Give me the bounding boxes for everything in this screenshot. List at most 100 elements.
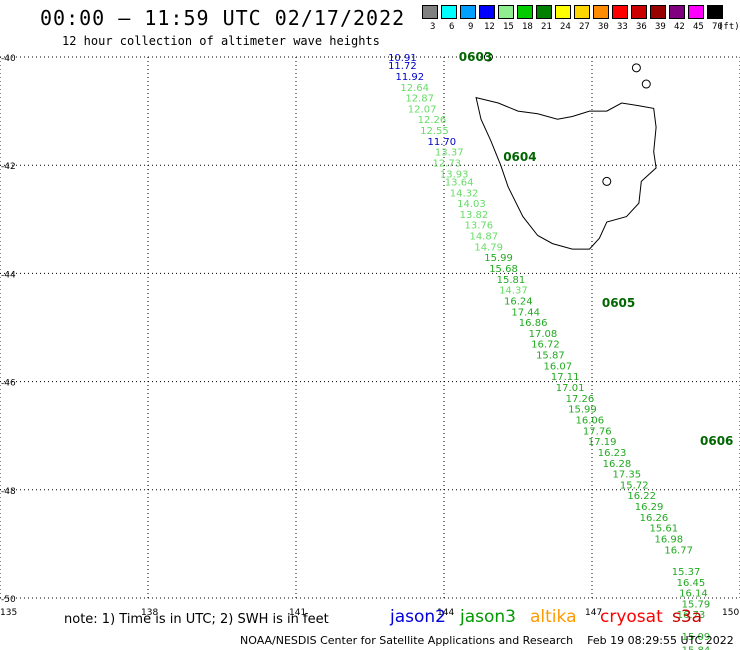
island-outline — [483, 52, 493, 62]
legend-swatch — [593, 5, 609, 19]
swh-value-label: 16.28 — [603, 459, 632, 470]
swh-value-label: 17.26 — [566, 394, 595, 405]
swh-value-label: 12.07 — [408, 104, 437, 115]
legend-swatch — [517, 5, 533, 19]
swh-value-label: 15.99 — [568, 405, 597, 416]
lat-tick-label: -40 — [1, 54, 16, 64]
pass-time-label: 0603 — [459, 50, 492, 64]
swh-value-label: 15.87 — [536, 351, 565, 362]
swh-value-label: 12.73 — [432, 158, 461, 169]
swh-value-label: 15.79 — [682, 599, 711, 610]
legend-label: 36 — [636, 22, 647, 32]
swh-value-label: 11.92 — [395, 72, 424, 83]
map-subtitle: 12 hour collection of altimeter wave hei… — [62, 34, 380, 48]
legend-label: 45 — [693, 22, 704, 32]
legend-swatch — [536, 5, 552, 19]
legend-swatch — [688, 5, 704, 19]
lon-tick-label: 135 — [0, 608, 17, 618]
swh-value-label: 11.72 — [388, 61, 417, 72]
legend-label: 33 — [617, 22, 628, 32]
legend-swatch — [498, 5, 514, 19]
swh-value-label: 14.03 — [457, 199, 486, 210]
swh-value-label: 15.68 — [489, 264, 518, 275]
legend-label: 70 — [712, 22, 723, 32]
legend-label: 24 — [560, 22, 571, 32]
legend-swatch — [612, 5, 628, 19]
lon-tick-label: 138 — [141, 608, 158, 618]
swh-value-label: 15.84 — [682, 645, 711, 650]
swh-value-label: 16.98 — [654, 534, 683, 545]
legend-swatch — [422, 5, 438, 19]
legend-swatch — [555, 5, 571, 19]
tasmania-coastline — [475, 96, 657, 250]
lon-tick-label: 147 — [585, 608, 602, 618]
swh-value-label: 16.26 — [640, 513, 669, 524]
swh-value-label: 17.11 — [551, 372, 580, 383]
swh-value-label: 13.93 — [440, 169, 469, 180]
swh-value-label: 12.55 — [420, 126, 449, 137]
swh-value-label: 15.72 — [620, 480, 649, 491]
legend-label: 6 — [449, 22, 455, 32]
swh-value-label: 16.45 — [677, 578, 706, 589]
legend-label: 30 — [598, 22, 609, 32]
lat-tick-label: -50 — [1, 595, 16, 605]
legend-swatch — [460, 5, 476, 19]
lon-tick-label: 141 — [289, 608, 306, 618]
legend-swatch — [574, 5, 590, 19]
swh-value-label: 11.70 — [428, 137, 457, 148]
legend-label: 9 — [468, 22, 474, 32]
swh-value-label: 12.26 — [418, 115, 447, 126]
swh-value-label: 17.01 — [556, 383, 585, 394]
swh-value-label: 13.37 — [435, 148, 464, 159]
swh-value-label: 16.23 — [598, 448, 627, 459]
legend-label: 39 — [655, 22, 666, 32]
swh-value-label: 15.37 — [672, 567, 701, 578]
swh-value-label: 13.76 — [465, 221, 494, 232]
swh-value-label: 16.14 — [679, 589, 708, 600]
swh-value-label: 13.64 — [445, 177, 474, 188]
island-outline — [602, 176, 612, 186]
swh-value-label: 17.76 — [583, 426, 612, 437]
legend-label: 12 — [484, 22, 495, 32]
legend-label: 21 — [541, 22, 552, 32]
credit-line: NOAA/NESDIS Center for Satellite Applica… — [240, 634, 734, 647]
map-title: 00:00 – 11:59 UTC 02/17/2022 — [40, 6, 406, 30]
satellite-s3a: s3a — [672, 607, 703, 627]
lat-tick-label: -46 — [1, 379, 16, 389]
swh-value-label: 16.72 — [531, 340, 560, 351]
swh-value-label: 10.91 — [388, 53, 417, 64]
lat-tick-label: -48 — [1, 487, 16, 497]
legend-swatch — [441, 5, 457, 19]
swh-value-label: 17.35 — [613, 470, 642, 481]
note-text: note: 1) Time is in UTC; 2) SWH is in fe… — [64, 612, 329, 627]
legend-swatch — [669, 5, 685, 19]
legend-label: 18 — [522, 22, 533, 32]
swh-value-label: 16.73 — [677, 610, 706, 621]
pass-time-label: 0604 — [503, 150, 536, 164]
legend-swatch — [479, 5, 495, 19]
swh-value-label: 12.87 — [405, 94, 434, 105]
swh-value-label: 14.87 — [469, 232, 498, 243]
swh-value-label: 17.08 — [529, 329, 558, 340]
swh-value-label: 15.81 — [497, 275, 526, 286]
legend-swatch — [650, 5, 666, 19]
swh-value-label: 15.61 — [650, 524, 679, 535]
swh-value-label: 16.29 — [635, 502, 664, 513]
legend-unit: (ft) — [718, 22, 740, 32]
pass-time-label: 0606 — [700, 434, 733, 448]
pass-time-label: 0605 — [602, 296, 635, 310]
swh-value-label: 16.22 — [627, 491, 656, 502]
lat-tick-label: -44 — [1, 270, 16, 280]
legend-label: 27 — [579, 22, 590, 32]
swh-value-label: 17.19 — [588, 437, 617, 448]
swh-value-label: 14.37 — [499, 286, 528, 297]
swh-value-label: 16.07 — [543, 361, 572, 372]
legend-swatch — [631, 5, 647, 19]
legend-label: 42 — [674, 22, 685, 32]
swh-value-label: 12.64 — [400, 83, 429, 94]
credit-org: NOAA/NESDIS Center for Satellite Applica… — [240, 634, 574, 647]
satellite-jason2: jason2 — [390, 607, 446, 627]
swh-value-label: 14.32 — [450, 188, 479, 199]
lon-tick-label: 144 — [437, 608, 454, 618]
swh-value-label: 16.77 — [664, 545, 693, 556]
